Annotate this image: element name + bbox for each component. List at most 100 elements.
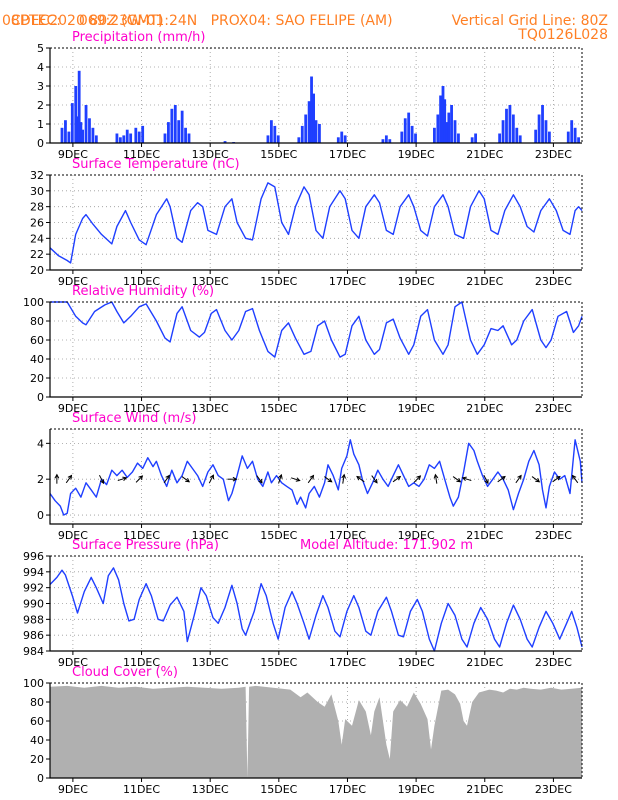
precip-bar — [508, 105, 512, 143]
wind-arrow-shaft — [342, 474, 345, 484]
wind-arrow-shaft — [278, 474, 282, 484]
wind-arrow-head — [373, 478, 378, 484]
wind-arrow-head — [232, 476, 238, 482]
precip-bar — [577, 137, 580, 143]
axis-frame — [49, 683, 582, 779]
precip-bar — [307, 101, 311, 143]
precip-bar — [79, 122, 83, 143]
x-tick-label: 17DEC — [329, 148, 366, 161]
precip-bar — [414, 133, 417, 143]
station-name: PROX04: SAO FELIPE (AM) — [210, 13, 393, 29]
wind-arrow — [290, 477, 301, 482]
precip-bar — [64, 120, 67, 143]
precip-bar — [310, 76, 313, 143]
x-tick-label: 15DEC — [260, 656, 297, 669]
panel-title: Surface Wind (m/s) — [72, 411, 196, 426]
panel-title: Surface Pressure (hPa) — [72, 538, 219, 553]
panel-cloud: Cloud Cover (%) 0 20 40 60 80 100 9DEC 11DEC 13DE… — [23, 665, 583, 796]
wind-arrow — [227, 476, 238, 482]
y-tick-label: 5 — [37, 42, 44, 55]
precip-bar — [312, 93, 315, 143]
axis-frame-dashed — [50, 301, 583, 397]
wind-arrow — [515, 474, 522, 484]
model-altitude-label: Model Altitude: 171.902 m — [300, 538, 473, 553]
precip-bar — [141, 125, 145, 143]
y-tick-label: 32 — [30, 169, 44, 182]
precip-bar — [537, 114, 541, 143]
precip-bar — [433, 127, 436, 143]
x-tick-label: 9DEC — [58, 275, 88, 288]
y-tick-label: 20 — [30, 753, 44, 766]
precip-bar — [314, 120, 318, 143]
wind-arrow — [371, 475, 378, 484]
precip-bar — [436, 114, 440, 143]
precip-bar — [76, 116, 79, 143]
x-tick-label: 13DEC — [192, 529, 229, 542]
wind-arrow-head — [54, 473, 60, 479]
precip-bar — [70, 103, 74, 143]
precip-bar — [336, 137, 340, 143]
precip-bar — [388, 139, 392, 143]
wind-arrow-shaft — [413, 475, 421, 483]
precip-bar — [450, 105, 453, 143]
panel-pressure: Surface Pressure (hPa) Model Altitude: 17… — [23, 538, 583, 669]
x-tick-label: 13DEC — [192, 656, 229, 669]
precip-bar — [269, 120, 273, 143]
wind-arrow — [571, 474, 579, 484]
precip-bar — [318, 124, 321, 143]
precip-bar — [410, 125, 414, 143]
precip-bar — [544, 120, 548, 143]
precip-bar — [273, 125, 277, 143]
panel-title: Precipitation (mm/h) — [72, 30, 205, 45]
x-tick-label: 15DEC — [260, 148, 297, 161]
y-tick-label: 3 — [37, 80, 44, 93]
wind-arrow-shaft — [531, 476, 540, 483]
y-tick-label: 20 — [30, 264, 44, 277]
precip-bar — [343, 135, 347, 143]
wind-arrow-head — [67, 474, 73, 480]
wind-arrow — [163, 474, 170, 484]
wind-arrow — [452, 476, 462, 483]
panel-precip: Precipitation (mm/h) 0 1 2 3 4 5 9DEC 11DEC 13DEC… — [37, 30, 583, 161]
y-tick-label: 2 — [37, 473, 44, 486]
wind-arrow-head — [461, 476, 467, 482]
x-tick-label: 23DEC — [535, 783, 572, 796]
x-tick-label: 9DEC — [58, 402, 88, 415]
model-label: TQ0126L028 — [518, 27, 608, 43]
x-tick-label: 11DEC — [123, 148, 160, 161]
x-tick-label: 21DEC — [466, 275, 503, 288]
axis-frame-dashed — [50, 174, 583, 270]
wind-arrow-shaft — [117, 477, 127, 482]
axis-frame — [49, 48, 582, 144]
x-tick-label: 17DEC — [329, 656, 366, 669]
precip-bar — [304, 114, 308, 143]
precip-bar — [115, 133, 119, 143]
y-tick-label: 28 — [30, 201, 44, 214]
wind-arrow-shaft — [65, 475, 72, 484]
precip-bar — [515, 127, 519, 143]
precip-bar — [187, 133, 191, 143]
wind-arrow-head — [209, 474, 214, 480]
precip-bar — [384, 135, 388, 143]
precip-bar — [573, 127, 577, 143]
precip-bar — [125, 129, 129, 143]
wind-arrow-shaft — [392, 476, 401, 483]
wind-arrow-shaft — [483, 474, 489, 484]
precip-bar — [94, 135, 98, 143]
y-tick-label: 80 — [30, 315, 44, 328]
x-tick-label: 11DEC — [123, 529, 160, 542]
x-tick-label: 23DEC — [535, 656, 572, 669]
y-tick-label: 0 — [37, 137, 44, 150]
wind-arrow — [54, 473, 60, 484]
precip-bar — [84, 105, 88, 143]
wind-arrow — [278, 473, 283, 484]
x-tick-label: 19DEC — [398, 656, 435, 669]
y-tick-label: 996 — [23, 550, 44, 563]
precip-bar — [118, 137, 122, 143]
wind-arrow-head — [165, 474, 170, 480]
panel-temp: Surface Temperature (nC) 20 22 24 26 28 30 32 9D… — [30, 157, 583, 288]
wind-arrow-head — [500, 475, 506, 481]
precip-bar — [88, 118, 91, 143]
precip-bar — [77, 70, 81, 143]
wind-arrow-head — [396, 475, 402, 481]
